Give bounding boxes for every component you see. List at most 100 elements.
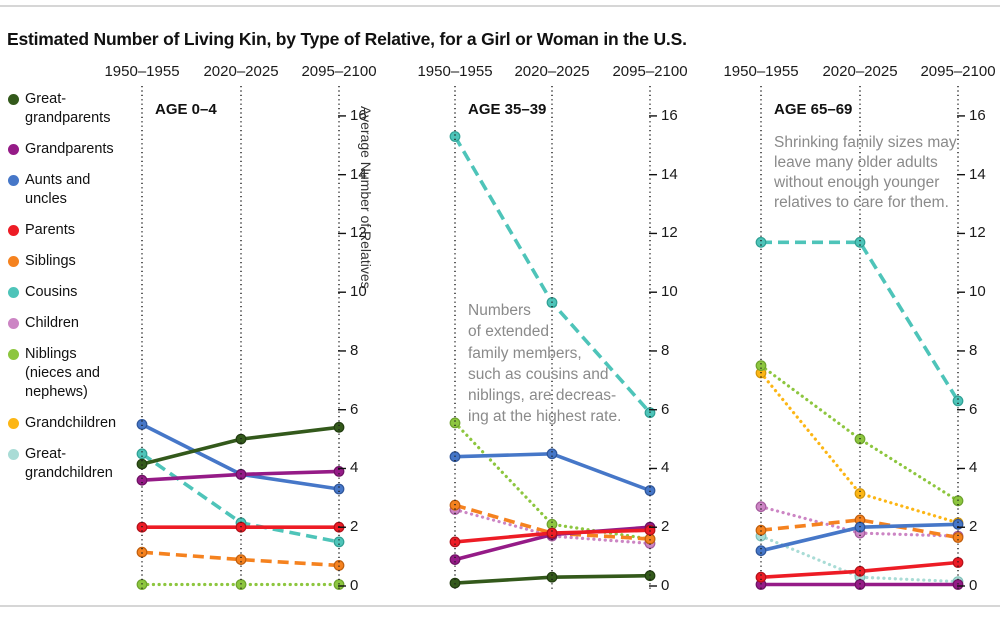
data-point [755,360,767,372]
x-tick-label: 1950–1955 [417,63,493,80]
legend-item-parents: Parents [8,221,140,240]
data-point [449,536,461,548]
y-tick-label: 4 [969,459,978,477]
legend-label-line: Niblings [25,346,77,362]
legend-item-great-grandparents: Great-grandparents [8,90,140,128]
legend-swatch-icon [8,256,19,267]
top-divider [0,5,1000,7]
annotation-line: niblings, are decreas- [468,387,617,405]
y-tick-label: 14 [661,165,678,183]
annotation-line: family members, [468,344,582,362]
legend-swatch-icon [8,144,19,155]
y-tick-label: 8 [350,341,359,359]
y-tick-label: 0 [661,577,670,594]
x-tick-label: 2020–2025 [514,63,590,80]
annotation-line: ing at the highest rate. [468,408,622,426]
data-point [136,448,148,460]
y-tick-label: 14 [350,165,367,183]
legend-swatch-icon [8,175,19,186]
legend: Great-grandparents Grandparents Aunts and u… [8,90,140,495]
legend-swatch-icon [8,449,19,460]
legend-label-line: Aunts and [25,172,91,188]
y-tick-label: 16 [661,106,678,124]
annotation-line: without enough younger [774,174,940,191]
annotation-line: Shrinking family sizes may [774,134,957,151]
y-axis-label: Average Number of Relatives [358,106,374,289]
data-point [333,421,345,433]
legend-item-aunts-and-uncles: Aunts and uncles [8,171,140,209]
chart-title: Estimated Number of Living Kin, by Type … [7,28,687,49]
data-point [333,483,345,495]
series-line-children [453,508,652,545]
legend-item-grandparents: Grandparents [8,140,140,159]
series-line-niblings [759,364,960,503]
legend-item-niblings: Niblings (nieces and nephews) [8,345,140,402]
annotation-line: leave many older adults [774,154,938,171]
legend-label-line: Great- [25,91,67,107]
data-point [854,488,866,499]
data-point [449,554,461,565]
x-tick-label: 2095–2100 [301,63,377,80]
x-tick-label: 2020–2025 [203,63,279,80]
y-tick-label: 8 [969,341,978,359]
legend-swatch-icon [8,349,19,360]
data-point [546,571,558,583]
legend-item-children: Children [8,314,140,333]
legend-item-grandchildren: Grandchildren [8,414,140,433]
series-line-aunts-and-uncles [454,451,651,493]
annotation-line: of extended [468,323,550,341]
series-line-cousins [761,240,960,402]
y-tick-label: 2 [969,518,978,536]
series-line-great-grandparents [141,425,340,466]
panel-title: AGE 65–69 [774,101,853,118]
x-tick-label: 2095–2100 [920,63,996,80]
y-tick-label: 10 [969,283,986,301]
bottom-divider [0,605,1000,607]
y-tick-label: 16 [350,106,367,124]
legend-label-line: Great- [25,446,67,462]
annotation-line: such as cousins and [468,365,609,383]
y-tick-label: 14 [969,165,986,183]
y-tick-label: 8 [661,341,670,359]
y-tick-label: 6 [969,400,978,418]
y-tick-label: 12 [969,224,986,242]
panel-annotation: Shrinking family sizes may leave many old… [774,133,957,213]
y-tick-label: 2 [350,518,359,536]
y-tick-label: 16 [969,106,986,124]
legend-item-great-grandchildren: Great-grandchildren [8,445,140,483]
legend-label-line: nephews) [25,384,88,400]
legend-swatch-icon [8,287,19,298]
data-point [136,474,148,486]
data-point [546,518,558,530]
panel-title: AGE 0–4 [155,101,217,118]
legend-label-line: Siblings [25,253,76,269]
data-point [449,417,461,429]
x-tick-label: 2020–2025 [822,63,898,80]
legend-label-line: (nieces and [25,365,100,381]
y-tick-label: 4 [661,459,670,477]
y-tick-label: 12 [350,224,367,242]
y-tick-label: 0 [350,577,359,594]
legend-label-line: Cousins [25,284,78,300]
legend-label-line: grandparents [25,110,111,126]
legend-swatch-icon [8,94,19,105]
data-point [235,554,247,565]
y-tick-label: 4 [350,459,359,477]
legend-item-cousins: Cousins [8,283,140,302]
data-point [755,501,767,513]
y-tick-label: 2 [661,518,670,536]
panel-annotation: Numbers of extended family members, such as… [468,300,621,428]
legend-label-line: grandchildren [25,465,113,481]
annotation-line: Numbers [468,302,531,319]
data-point [952,395,964,407]
data-point [449,131,461,142]
data-point [755,545,767,557]
x-tick-label: 2095–2100 [612,63,688,80]
y-tick-label: 10 [350,283,367,301]
data-point [755,236,767,248]
y-tick-label: 12 [661,224,678,242]
series-line-grandchildren [759,371,960,525]
legend-swatch-icon [8,418,19,429]
